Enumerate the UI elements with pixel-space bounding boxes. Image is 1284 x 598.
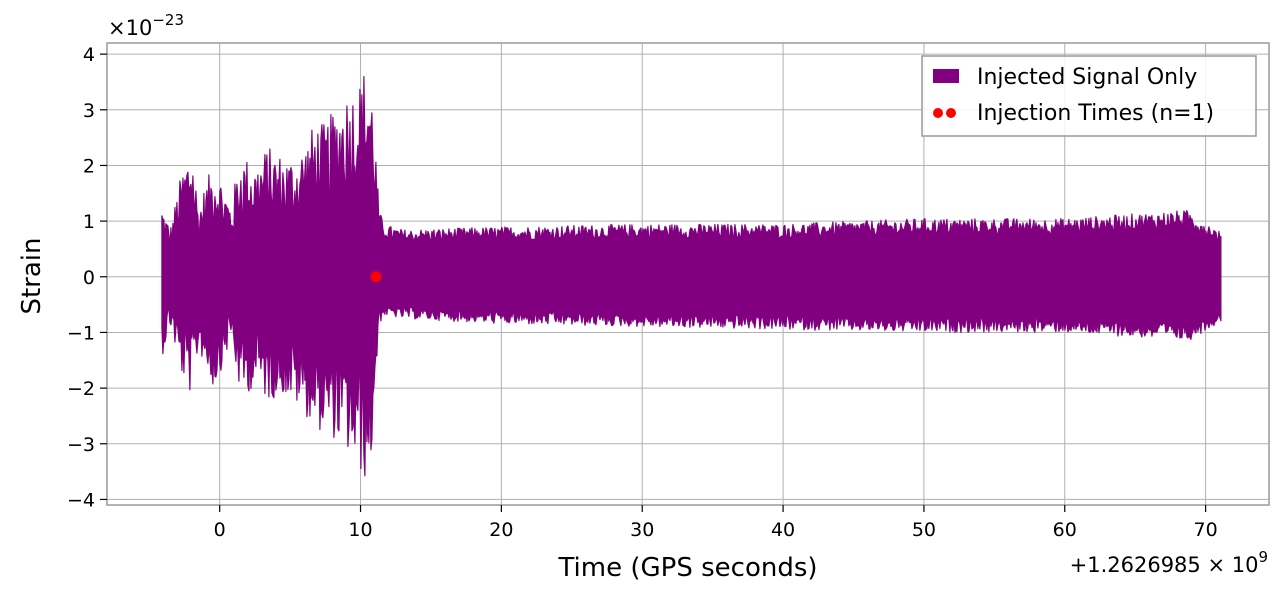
x-offset-base: +1.2626985 × 10 bbox=[1070, 553, 1259, 577]
y-axis-label: Strain bbox=[17, 237, 47, 314]
series-injected-signal-only bbox=[161, 76, 1222, 477]
injection-time-point bbox=[370, 271, 382, 283]
y-tick-label: −1 bbox=[67, 322, 95, 344]
x-tick-label: 50 bbox=[912, 519, 936, 541]
y-multiplier-label: ×10−23 bbox=[108, 11, 184, 40]
y-tick-label: −4 bbox=[67, 489, 95, 511]
legend-frame bbox=[921, 55, 1257, 137]
y-tick-label: 1 bbox=[83, 211, 95, 233]
x-offset-exponent: 9 bbox=[1258, 548, 1268, 566]
x-offset-label: +1.2626985 × 109 bbox=[1070, 548, 1268, 577]
y-tick-label: 3 bbox=[83, 100, 95, 122]
x-tick-label: 0 bbox=[214, 519, 226, 541]
legend-swatch-injected-signal bbox=[933, 69, 959, 83]
legend-marker-injection-times-1 bbox=[933, 108, 943, 118]
y-tick-label: −3 bbox=[67, 434, 95, 456]
y-tick-label: 0 bbox=[83, 267, 95, 289]
x-tick-label: 70 bbox=[1194, 519, 1218, 541]
x-tick-label: 30 bbox=[630, 519, 654, 541]
axis-ticks: 0 10 20 30 40 50 60 70 −4 −3 −2 −1 0 1 2 3 4 bbox=[67, 44, 1218, 541]
y-multiplier-exponent: −23 bbox=[152, 11, 184, 29]
plot-area-frame bbox=[106, 42, 1270, 506]
plot-data bbox=[161, 76, 1222, 477]
legend-label-injected-signal: Injected Signal Only bbox=[977, 65, 1197, 90]
legend-marker-injection-times-2 bbox=[946, 108, 956, 118]
x-tick-label: 40 bbox=[771, 519, 795, 541]
y-tick-label: 2 bbox=[83, 155, 95, 177]
y-tick-label: −2 bbox=[67, 378, 95, 400]
x-axis-label: Time (GPS seconds) bbox=[557, 553, 817, 583]
x-tick-label: 10 bbox=[348, 519, 372, 541]
x-tick-label: 20 bbox=[489, 519, 513, 541]
legend-label-injection-times: Injection Times (n=1) bbox=[977, 101, 1214, 126]
y-tick-label: 4 bbox=[83, 44, 95, 66]
x-tick-label: 60 bbox=[1053, 519, 1077, 541]
legend: Injected Signal Only Injection Times (n=… bbox=[921, 55, 1257, 137]
y-multiplier-base: ×10 bbox=[108, 16, 152, 40]
